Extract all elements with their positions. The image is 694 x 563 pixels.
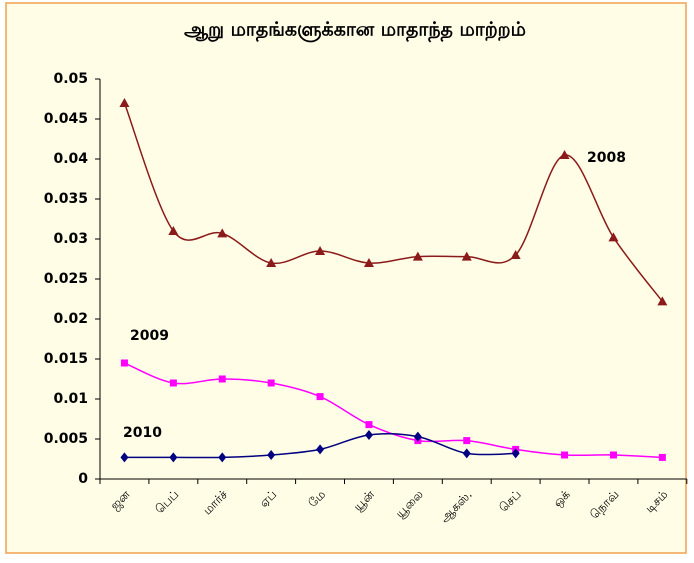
point-marker — [561, 451, 569, 459]
y-tick-label: 0.025 — [44, 271, 88, 287]
y-tick-label: 0.005 — [44, 431, 88, 447]
point-marker — [169, 379, 177, 387]
point-marker — [365, 421, 373, 429]
point-marker — [608, 232, 619, 242]
point-marker — [658, 453, 666, 461]
series-label: 2008 — [587, 150, 626, 166]
point-marker — [559, 150, 570, 159]
y-tick-label: 0.035 — [44, 191, 88, 207]
y-tick-label: 0.045 — [44, 111, 88, 127]
point-marker — [412, 251, 423, 261]
point-marker — [120, 452, 129, 463]
point-marker — [169, 452, 178, 463]
y-tick-label: 0.01 — [53, 391, 88, 407]
y-tick-label: 0.015 — [44, 351, 88, 367]
chart-frame — [5, 2, 687, 554]
y-tick-label: 0.05 — [53, 71, 88, 87]
point-marker — [364, 430, 373, 440]
y-tick-label: 0.02 — [53, 311, 88, 327]
series-label: 2010 — [123, 425, 162, 441]
point-marker — [168, 226, 179, 235]
point-marker — [510, 250, 521, 259]
chart-title: ஆறு மாதங்களுக்கான மாதாந்த மாற்றம் — [184, 19, 526, 43]
point-marker — [267, 450, 276, 460]
point-marker — [609, 451, 617, 459]
point-marker — [266, 258, 277, 267]
point-marker — [461, 251, 472, 261]
point-marker — [218, 375, 226, 383]
y-tick-label: 0 — [78, 471, 88, 487]
point-marker — [315, 246, 326, 255]
point-marker — [218, 452, 227, 463]
point-marker — [413, 431, 422, 442]
point-marker — [316, 393, 324, 401]
y-tick-label: 0.04 — [53, 151, 88, 167]
point-marker — [217, 228, 228, 238]
y-tick-label: 0.03 — [53, 231, 88, 247]
point-marker — [267, 379, 275, 387]
series-label: 2009 — [130, 328, 169, 344]
point-marker — [511, 448, 520, 459]
point-marker — [119, 98, 130, 107]
point-marker — [316, 444, 325, 455]
series-line — [123, 102, 663, 302]
point-marker — [363, 258, 374, 267]
point-marker — [657, 296, 668, 306]
point-marker — [463, 437, 471, 445]
point-marker — [120, 359, 128, 367]
point-marker — [462, 448, 471, 459]
